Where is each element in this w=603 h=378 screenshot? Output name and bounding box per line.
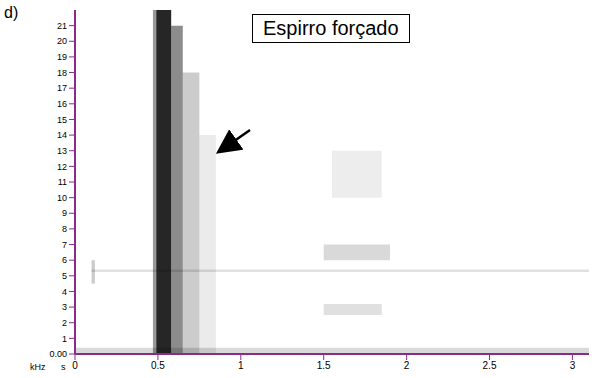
svg-text:8: 8 [62, 224, 67, 234]
svg-text:16: 16 [57, 99, 67, 109]
svg-text:15: 15 [57, 115, 67, 125]
svg-text:20: 20 [57, 36, 67, 46]
svg-text:1.5: 1.5 [317, 360, 331, 371]
svg-text:5: 5 [62, 271, 67, 281]
svg-text:18: 18 [57, 68, 67, 78]
svg-text:10: 10 [57, 193, 67, 203]
svg-text:4: 4 [62, 287, 67, 297]
html-text:d): d) [4, 4, 19, 21]
svg-text:1: 1 [62, 334, 67, 344]
svg-text:2: 2 [404, 360, 410, 371]
svg-text:7: 7 [62, 240, 67, 250]
svg-text:0.5: 0.5 [151, 360, 165, 371]
svg-text:3: 3 [62, 302, 67, 312]
svg-text:1: 1 [238, 360, 244, 371]
html-text:Espirro forçado: Espirro forçado [263, 17, 399, 39]
svg-text:2.5: 2.5 [483, 360, 497, 371]
svg-text:0.00: 0.00 [49, 349, 67, 359]
svg-text:6: 6 [62, 255, 67, 265]
svg-text:9: 9 [62, 208, 67, 218]
svg-text:11: 11 [58, 177, 67, 187]
html-text:kHz: kHz [30, 362, 46, 372]
html-text:s: s [61, 362, 66, 372]
svg-text:2: 2 [62, 318, 67, 328]
svg-text:17: 17 [57, 83, 67, 93]
svg-text:3: 3 [570, 360, 576, 371]
svg-text:0: 0 [72, 360, 78, 371]
svg-text:21: 21 [57, 21, 67, 31]
svg-text:19: 19 [57, 52, 67, 62]
svg-text:14: 14 [57, 130, 67, 140]
svg-text:13: 13 [57, 146, 67, 156]
svg-text:12: 12 [57, 162, 67, 172]
